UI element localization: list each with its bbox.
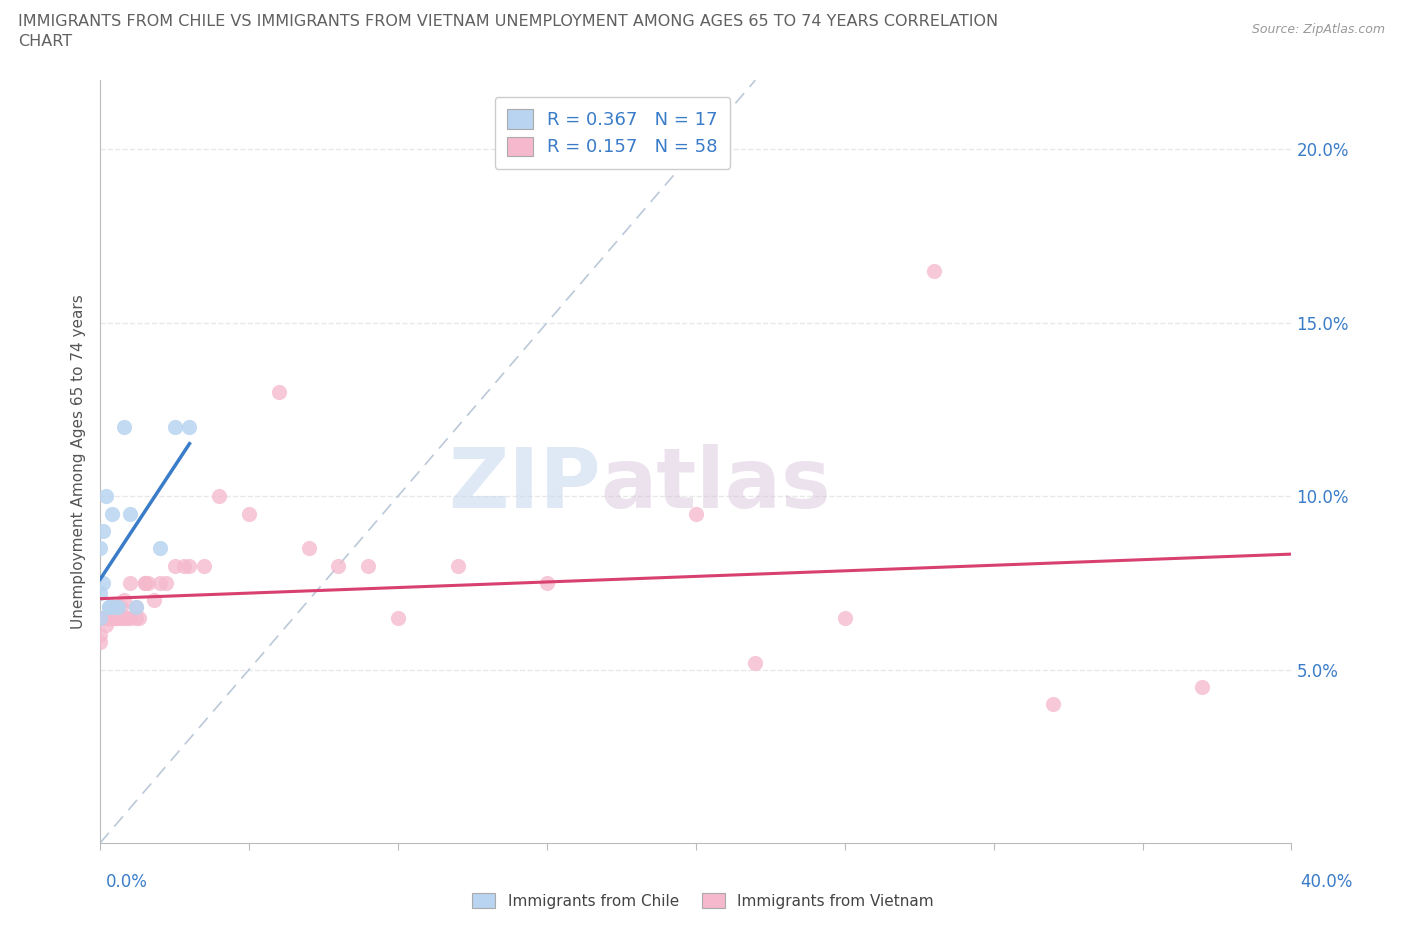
Point <box>101 600 124 615</box>
Point <box>107 600 129 615</box>
Point <box>536 576 558 591</box>
Point <box>357 558 380 573</box>
Point <box>744 656 766 671</box>
Point <box>89 610 111 625</box>
Point <box>163 558 186 573</box>
Point <box>101 506 124 521</box>
Point <box>1042 697 1064 711</box>
Point <box>173 558 195 573</box>
Point <box>110 610 132 625</box>
Point <box>208 489 231 504</box>
Point <box>94 610 117 625</box>
Point <box>163 419 186 434</box>
Point <box>128 610 150 625</box>
Point <box>89 610 111 625</box>
Point <box>267 385 290 400</box>
Point <box>104 610 127 625</box>
Point <box>89 540 111 555</box>
Point <box>155 576 177 591</box>
Point <box>118 576 141 591</box>
Point <box>112 419 135 434</box>
Point <box>149 576 172 591</box>
Point <box>91 610 114 625</box>
Point <box>98 610 121 625</box>
Point <box>112 592 135 607</box>
Point <box>685 506 707 521</box>
Point <box>89 610 111 625</box>
Point <box>91 610 114 625</box>
Point <box>112 610 135 625</box>
Point <box>134 576 156 591</box>
Point <box>387 610 409 625</box>
Point <box>142 592 165 607</box>
Point <box>179 419 201 434</box>
Point <box>101 610 124 625</box>
Text: ZIP: ZIP <box>449 444 600 525</box>
Text: 40.0%: 40.0% <box>1301 872 1353 891</box>
Point <box>98 600 121 615</box>
Point <box>179 558 201 573</box>
Text: Source: ZipAtlas.com: Source: ZipAtlas.com <box>1251 23 1385 36</box>
Point <box>89 610 111 625</box>
Legend: R = 0.367   N = 17, R = 0.157   N = 58: R = 0.367 N = 17, R = 0.157 N = 58 <box>495 97 730 169</box>
Text: CHART: CHART <box>18 34 72 49</box>
Point <box>91 576 114 591</box>
Point <box>149 540 172 555</box>
Point <box>98 600 121 615</box>
Point <box>134 576 156 591</box>
Point <box>328 558 350 573</box>
Point <box>238 506 260 521</box>
Point <box>922 263 945 278</box>
Point <box>89 586 111 601</box>
Point <box>104 600 127 615</box>
Text: IMMIGRANTS FROM CHILE VS IMMIGRANTS FROM VIETNAM UNEMPLOYMENT AMONG AGES 65 TO 7: IMMIGRANTS FROM CHILE VS IMMIGRANTS FROM… <box>18 14 998 29</box>
Point <box>89 628 111 643</box>
Point <box>107 610 129 625</box>
Point <box>115 610 138 625</box>
Point <box>834 610 856 625</box>
Point <box>89 634 111 649</box>
Point <box>118 610 141 625</box>
Point <box>89 610 111 625</box>
Point <box>107 600 129 615</box>
Point <box>89 610 111 625</box>
Text: 0.0%: 0.0% <box>105 872 148 891</box>
Point <box>125 600 148 615</box>
Point <box>110 600 132 615</box>
Legend: Immigrants from Chile, Immigrants from Vietnam: Immigrants from Chile, Immigrants from V… <box>467 886 939 915</box>
Point <box>94 610 117 625</box>
Point <box>104 610 127 625</box>
Point <box>98 610 121 625</box>
Point <box>136 576 159 591</box>
Point <box>89 610 111 625</box>
Point <box>91 524 114 538</box>
Point <box>297 540 319 555</box>
Text: atlas: atlas <box>600 444 831 525</box>
Point <box>193 558 215 573</box>
Point <box>118 506 141 521</box>
Point <box>446 558 468 573</box>
Point <box>1191 680 1213 695</box>
Point <box>125 610 148 625</box>
Point <box>125 600 148 615</box>
Y-axis label: Unemployment Among Ages 65 to 74 years: Unemployment Among Ages 65 to 74 years <box>72 294 86 629</box>
Point <box>94 489 117 504</box>
Point <box>94 618 117 632</box>
Point <box>104 610 127 625</box>
Point <box>101 610 124 625</box>
